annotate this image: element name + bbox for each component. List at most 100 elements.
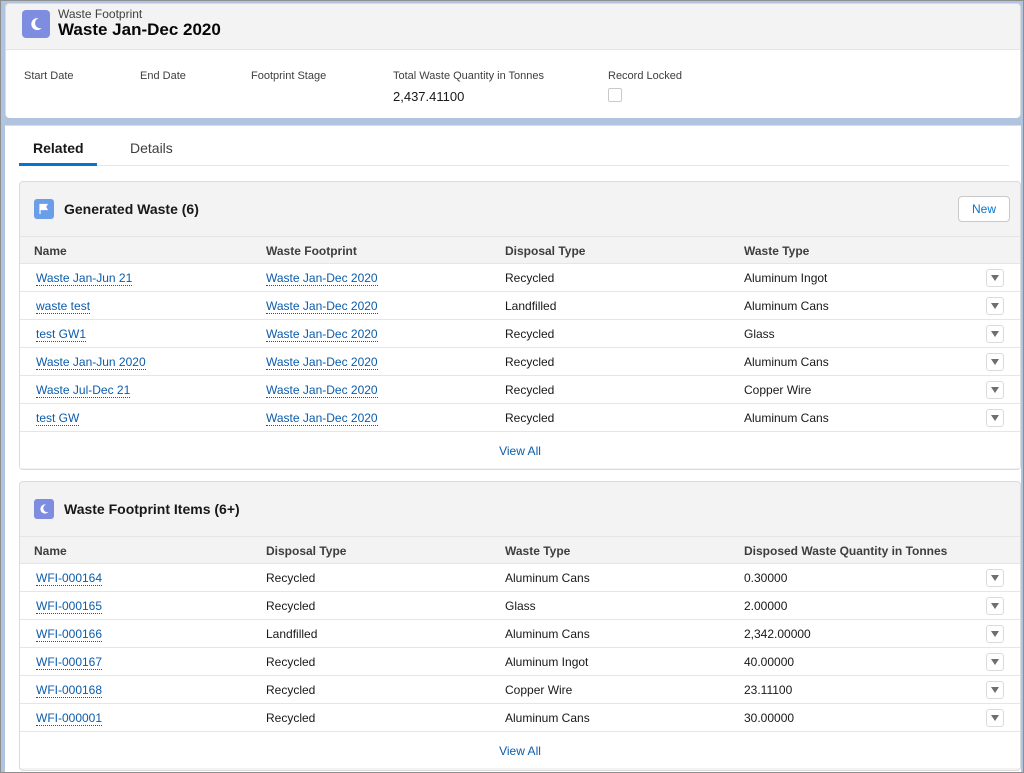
waste-type-cell: Aluminum Ingot [505,655,589,669]
total-waste-value: 2,437.41100 [393,89,465,104]
table-row: test GW1 Waste Jan-Dec 2020 Recycled Gla… [20,320,1020,348]
chevron-down-icon[interactable] [986,353,1004,371]
waste-type-cell: Copper Wire [505,683,573,697]
waste-type-cell: Aluminum Cans [505,711,590,725]
footprint-link[interactable]: Waste Jan-Dec 2020 [266,271,378,286]
table-row: WFI-000001 Recycled Aluminum Cans 30.000… [20,704,1020,732]
record-link[interactable]: WFI-000167 [36,655,103,670]
disposal-type-cell: Recycled [505,411,555,425]
waste-type-cell: Aluminum Cans [505,627,590,641]
record-body: Related Details Generated Waste (6) New … [5,125,1021,772]
footprint-link[interactable]: Waste Jan-Dec 2020 [266,327,378,342]
view-all-footer: View All [20,432,1020,468]
moon-icon [22,10,50,38]
view-all-link[interactable]: View All [499,744,541,758]
quantity-cell: 40.00000 [744,655,795,669]
column-header[interactable]: Disposal Type [266,544,347,558]
table-header: Name Disposal Type Waste Type Disposed W… [20,536,1020,564]
record-link[interactable]: WFI-000164 [36,571,103,586]
tab-bar: Related Details [19,126,1009,166]
moon-icon [34,499,54,519]
quantity-cell: 23.11100 [744,683,793,697]
record-link[interactable]: WFI-000001 [36,711,103,726]
waste-type-cell: Aluminum Cans [505,571,590,585]
chevron-down-icon[interactable] [986,569,1004,587]
table-row: WFI-000165 Recycled Glass 2.00000 [20,592,1020,620]
chevron-down-icon[interactable] [986,597,1004,615]
generated-waste-table: Name Waste Footprint Disposal Type Waste… [20,236,1020,468]
tab-details[interactable]: Details [130,140,173,156]
chevron-down-icon[interactable] [986,653,1004,671]
table-row: WFI-000166 Landfilled Aluminum Cans 2,34… [20,620,1020,648]
generated-waste-title: Generated Waste (6) [64,201,199,217]
disposal-type-cell: Recycled [505,271,555,285]
column-header[interactable]: Disposal Type [505,244,586,258]
chevron-down-icon[interactable] [986,709,1004,727]
start-date-label: Start Date [24,70,74,82]
footprint-items-title: Waste Footprint Items (6+) [64,501,240,517]
tab-related[interactable]: Related [33,140,84,156]
table-row: WFI-000167 Recycled Aluminum Ingot 40.00… [20,648,1020,676]
table-row: Waste Jul-Dec 21 Waste Jan-Dec 2020 Recy… [20,376,1020,404]
footprint-stage-label: Footprint Stage [251,70,327,82]
column-header[interactable]: Name [34,544,67,558]
quantity-cell: 30.00000 [744,711,795,725]
record-link[interactable]: Waste Jan-Jun 2020 [36,355,146,370]
disposal-type-cell: Recycled [505,355,555,369]
table-row: waste test Waste Jan-Dec 2020 Landfilled… [20,292,1020,320]
record-title: Waste Jan-Dec 2020 [58,20,221,39]
footprint-items-table: Name Disposal Type Waste Type Disposed W… [20,536,1020,768]
column-header[interactable]: Waste Type [744,244,810,258]
record-title-bar: Waste Footprint Waste Jan-Dec 2020 [6,4,1020,50]
waste-type-cell: Glass [505,599,536,613]
disposal-type-cell: Recycled [266,711,316,725]
quantity-cell: 2,342.00000 [744,627,811,641]
quantity-cell: 0.30000 [744,571,788,585]
record-link[interactable]: WFI-000166 [36,627,103,642]
column-header[interactable]: Disposed Waste Quantity in Tonnes [744,544,948,558]
view-all-link[interactable]: View All [499,444,541,458]
object-type-label: Waste Footprint [58,7,143,21]
record-link[interactable]: WFI-000168 [36,683,103,698]
footprint-link[interactable]: Waste Jan-Dec 2020 [266,411,378,426]
record-link[interactable]: Waste Jul-Dec 21 [36,383,131,398]
chevron-down-icon[interactable] [986,381,1004,399]
disposal-type-cell: Recycled [266,599,316,613]
column-header[interactable]: Waste Footprint [266,244,357,258]
total-waste-label: Total Waste Quantity in Tonnes [393,70,545,82]
new-button[interactable]: New [958,196,1010,222]
record-link[interactable]: test GW1 [36,327,87,342]
chevron-down-icon[interactable] [986,681,1004,699]
flag-icon [34,199,54,219]
generated-waste-header: Generated Waste (6) New [20,182,1020,236]
generated-waste-list: Generated Waste (6) New Name Waste Footp… [19,181,1021,470]
column-header[interactable]: Waste Type [505,544,571,558]
footprint-link[interactable]: Waste Jan-Dec 2020 [266,299,378,314]
record-link[interactable]: WFI-000165 [36,599,103,614]
record-header: Waste Footprint Waste Jan-Dec 2020 Start… [5,3,1021,118]
chevron-down-icon[interactable] [986,297,1004,315]
disposal-type-cell: Recycled [266,683,316,697]
record-link[interactable]: waste test [36,299,91,314]
disposal-type-cell: Recycled [266,655,316,669]
chevron-down-icon[interactable] [986,325,1004,343]
footprint-link[interactable]: Waste Jan-Dec 2020 [266,383,378,398]
record-link[interactable]: Waste Jan-Jun 21 [36,271,133,286]
disposal-type-cell: Landfilled [266,627,318,641]
footprint-link[interactable]: Waste Jan-Dec 2020 [266,355,378,370]
disposal-type-cell: Recycled [505,383,555,397]
disposal-type-cell: Recycled [505,327,555,341]
waste-type-cell: Aluminum Cans [744,355,829,369]
table-row: WFI-000168 Recycled Copper Wire 23.11100 [20,676,1020,704]
record-locked-checkbox [608,88,622,102]
chevron-down-icon[interactable] [986,269,1004,287]
disposal-type-cell: Landfilled [505,299,557,313]
column-header[interactable]: Name [34,244,67,258]
quantity-cell: 2.00000 [744,599,788,613]
chevron-down-icon[interactable] [986,625,1004,643]
footprint-items-header: Waste Footprint Items (6+) [20,482,1020,536]
chevron-down-icon[interactable] [986,409,1004,427]
end-date-label: End Date [140,70,186,82]
record-link[interactable]: test GW [36,411,80,426]
